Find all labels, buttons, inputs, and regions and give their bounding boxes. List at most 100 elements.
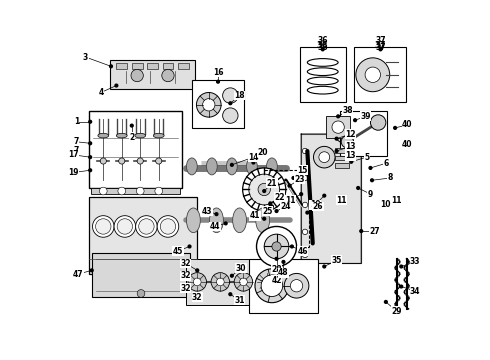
- Text: 2: 2: [129, 132, 134, 141]
- Circle shape: [217, 80, 220, 83]
- Text: 35: 35: [331, 256, 342, 265]
- Circle shape: [397, 282, 398, 284]
- Circle shape: [302, 229, 308, 235]
- Circle shape: [408, 260, 410, 262]
- Circle shape: [258, 183, 270, 195]
- Circle shape: [398, 299, 400, 301]
- Circle shape: [356, 58, 390, 92]
- Circle shape: [302, 148, 308, 154]
- Circle shape: [406, 276, 408, 278]
- Circle shape: [319, 152, 330, 163]
- Circle shape: [93, 216, 114, 237]
- Circle shape: [369, 167, 372, 169]
- Circle shape: [230, 163, 233, 166]
- Circle shape: [335, 137, 338, 140]
- Ellipse shape: [256, 208, 270, 233]
- Circle shape: [408, 286, 410, 288]
- Circle shape: [224, 222, 227, 225]
- Circle shape: [398, 272, 400, 274]
- Circle shape: [234, 273, 253, 291]
- Circle shape: [188, 273, 206, 291]
- Text: 23: 23: [294, 175, 305, 184]
- Circle shape: [284, 274, 309, 298]
- Circle shape: [288, 184, 291, 187]
- Bar: [300, 47, 346, 103]
- Circle shape: [264, 234, 289, 259]
- Circle shape: [350, 161, 353, 163]
- Circle shape: [257, 273, 276, 291]
- Text: 24: 24: [280, 202, 291, 211]
- Circle shape: [196, 269, 198, 272]
- Circle shape: [130, 124, 133, 127]
- Circle shape: [323, 194, 326, 197]
- Circle shape: [100, 158, 106, 164]
- Text: 10: 10: [381, 201, 391, 210]
- Circle shape: [269, 202, 272, 205]
- Circle shape: [354, 119, 356, 122]
- Circle shape: [394, 280, 396, 282]
- Text: 42: 42: [271, 276, 282, 285]
- Circle shape: [395, 302, 397, 303]
- Circle shape: [119, 158, 125, 164]
- Circle shape: [157, 216, 179, 237]
- Bar: [89, 197, 197, 274]
- Text: 45: 45: [173, 247, 183, 256]
- Circle shape: [302, 175, 308, 181]
- Text: 6: 6: [383, 159, 389, 168]
- Circle shape: [272, 242, 281, 251]
- Circle shape: [394, 303, 396, 305]
- Circle shape: [397, 271, 399, 273]
- Circle shape: [394, 290, 396, 292]
- Circle shape: [306, 211, 309, 214]
- Bar: [326, 116, 350, 138]
- Circle shape: [110, 65, 112, 68]
- Circle shape: [394, 268, 396, 270]
- Circle shape: [397, 295, 399, 297]
- Circle shape: [406, 282, 408, 284]
- Circle shape: [292, 176, 295, 179]
- Circle shape: [399, 298, 401, 300]
- Text: 26: 26: [313, 202, 323, 211]
- Bar: [89, 111, 182, 188]
- Circle shape: [408, 262, 410, 264]
- Circle shape: [396, 300, 398, 302]
- Circle shape: [408, 272, 410, 274]
- Circle shape: [399, 273, 401, 275]
- Circle shape: [243, 168, 286, 211]
- Bar: [178, 63, 189, 69]
- Circle shape: [407, 263, 409, 265]
- Bar: [117, 63, 127, 69]
- Circle shape: [396, 264, 398, 266]
- Circle shape: [229, 102, 232, 105]
- Circle shape: [396, 258, 398, 260]
- Circle shape: [302, 252, 308, 258]
- Text: 5: 5: [364, 153, 369, 162]
- Circle shape: [188, 245, 191, 248]
- Circle shape: [407, 284, 409, 285]
- Ellipse shape: [307, 68, 338, 76]
- Circle shape: [291, 245, 294, 248]
- Circle shape: [291, 280, 303, 292]
- Circle shape: [394, 278, 396, 280]
- Bar: [163, 63, 173, 69]
- Circle shape: [398, 284, 400, 285]
- Circle shape: [408, 285, 410, 287]
- Circle shape: [395, 266, 396, 267]
- Circle shape: [405, 269, 407, 271]
- Text: 14: 14: [248, 153, 259, 162]
- Text: 10: 10: [310, 201, 320, 210]
- Circle shape: [332, 121, 344, 133]
- Bar: [249, 259, 318, 313]
- Circle shape: [394, 126, 396, 129]
- Circle shape: [89, 120, 92, 123]
- Circle shape: [229, 293, 232, 296]
- Circle shape: [404, 277, 406, 279]
- Polygon shape: [301, 134, 361, 264]
- Bar: [132, 63, 143, 69]
- Ellipse shape: [246, 158, 257, 175]
- Text: 7: 7: [74, 137, 79, 146]
- Circle shape: [360, 230, 363, 233]
- Circle shape: [403, 303, 405, 305]
- Circle shape: [137, 158, 144, 164]
- Circle shape: [403, 267, 405, 269]
